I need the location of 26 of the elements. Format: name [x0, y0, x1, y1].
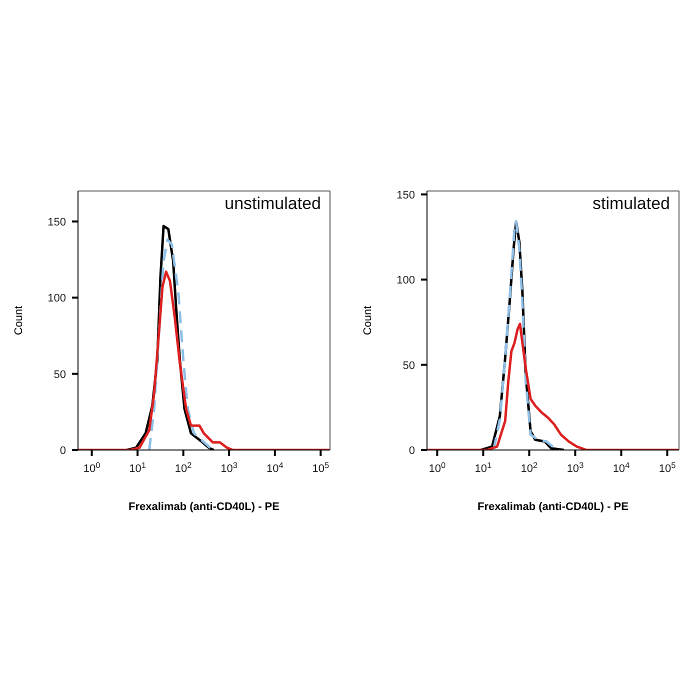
x-tick-label: 10$^{3}$ — [220, 460, 238, 475]
y-tick-label: 100 — [396, 274, 415, 287]
x-tick-label: 10$^{4}$ — [612, 460, 630, 475]
x-tick-label: 10$^{0}$ — [83, 460, 101, 475]
y-axis-title: Count — [12, 306, 25, 336]
x-axis-title: Frexalimab (anti-CD40L) - PE — [478, 501, 628, 513]
x-tick-label: 10$^{1}$ — [129, 460, 146, 475]
x-tick-label: 10$^{5}$ — [658, 460, 676, 475]
x-tick-label: 10$^{1}$ — [474, 460, 492, 475]
y-tick-label: 150 — [48, 216, 66, 228]
x-tick-label: 10$^{2}$ — [520, 460, 538, 475]
y-tick-label: 50 — [402, 360, 415, 372]
y-tick-label: 0 — [60, 445, 66, 457]
x-tick-label: 10$^{4}$ — [266, 460, 284, 475]
annotation: stimulated — [592, 194, 670, 214]
x-tick-label: 10$^{5}$ — [312, 460, 330, 475]
x-axis-title: Frexalimab (anti-CD40L) - PE — [128, 501, 280, 513]
annotation: unstimulated — [224, 194, 321, 214]
y-tick-label: 100 — [48, 292, 66, 305]
y-tick-label: 0 — [408, 445, 415, 457]
x-tick-label: 10$^{3}$ — [566, 460, 584, 475]
x-tick-label: 10$^{0}$ — [428, 460, 446, 475]
y-tick-label: 50 — [54, 368, 66, 381]
y-tick-label: 150 — [396, 189, 415, 202]
x-tick-label: 10$^{2}$ — [174, 460, 192, 475]
y-axis-title: Count — [362, 306, 374, 336]
